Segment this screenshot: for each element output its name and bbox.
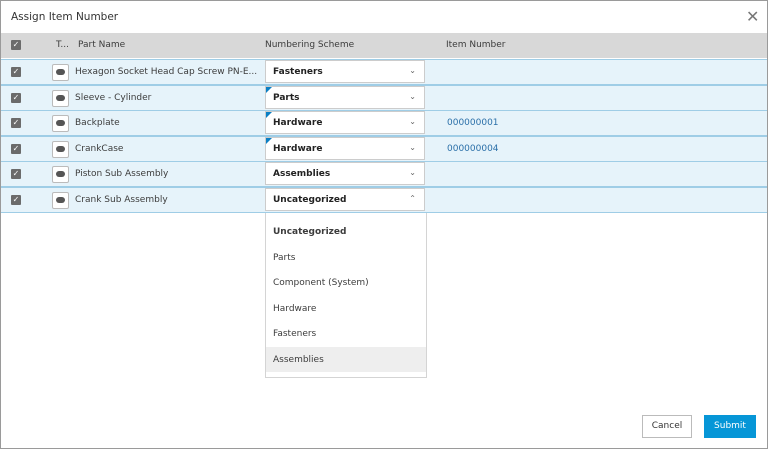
dropdown-option[interactable]: Assemblies	[266, 346, 426, 372]
option-label: Hardware	[273, 303, 317, 314]
scheme-value: Fasteners	[273, 67, 323, 77]
icon-glyph	[56, 69, 65, 75]
row-checkbox[interactable]: ✓	[11, 169, 21, 179]
dialog-title: Assign Item Number	[11, 11, 119, 23]
scheme-select[interactable]: Fasteners ⌄	[265, 60, 425, 83]
select-chevron: ⌃	[409, 193, 416, 203]
scheme-select[interactable]: Hardware ⌄	[265, 136, 425, 160]
column-header: Item Number	[446, 40, 506, 50]
part-icon	[52, 115, 69, 132]
table-row: ✓ Hexagon Socket Head Cap Screw PN-E... Fa…	[1, 59, 767, 85]
scheme-select[interactable]: Hardware ⌄	[265, 111, 425, 134]
part-icon	[52, 64, 69, 81]
row-checkbox[interactable]: ✓	[11, 67, 21, 77]
dropdown-option[interactable]: Fasteners	[266, 321, 426, 346]
submit-button[interactable]: Submit	[704, 415, 756, 438]
table-row: ✓ CrankCase Hardware ⌄ 000000004	[1, 135, 767, 162]
icon-glyph	[56, 171, 65, 177]
part-icon	[52, 166, 69, 183]
option-label: Assemblies	[273, 354, 324, 365]
column-header: Numbering Scheme	[265, 40, 355, 50]
modified-indicator	[266, 86, 272, 93]
option-label: Uncategorized	[273, 227, 347, 237]
part-icon	[52, 89, 69, 107]
icon-glyph	[56, 196, 65, 203]
select-chevron: ⌄	[409, 117, 416, 126]
part-name: Backplate	[75, 118, 120, 128]
row-checkbox[interactable]: ✓	[11, 92, 21, 103]
part-name: Piston Sub Assembly	[75, 169, 169, 179]
row-checkbox[interactable]: ✓	[11, 194, 21, 205]
table-row: ✓ Piston Sub Assembly Assemblies ⌄	[1, 161, 767, 187]
select-chevron: ⌄	[409, 91, 416, 101]
part-icon	[52, 191, 69, 209]
scheme-value: Parts	[273, 92, 300, 103]
table-header: ✓ T... Part Name Numbering Scheme Item N…	[1, 33, 767, 58]
part-name: Sleeve - Cylinder	[75, 92, 152, 103]
item-number: 000000001	[447, 118, 499, 128]
option-label: Component (System)	[273, 278, 369, 288]
select-chevron: ⌄	[409, 168, 416, 177]
dropdown-menu: Uncategorized Parts Component (System) Hard…	[265, 211, 427, 378]
column-header: T...	[56, 40, 70, 50]
scheme-value: Hardware	[273, 118, 323, 128]
select-chevron: ⌄	[409, 142, 416, 152]
scheme-value: Uncategorized	[273, 194, 347, 205]
scheme-select[interactable]: Parts ⌄	[265, 85, 425, 109]
part-name: Crank Sub Assembly	[75, 194, 168, 205]
part-name: Hexagon Socket Head Cap Screw PN-E...	[75, 67, 258, 77]
part-icon	[52, 140, 69, 158]
icon-glyph	[56, 94, 65, 101]
select-all-checkbox[interactable]: ✓	[11, 40, 21, 50]
column-header: Part Name	[78, 40, 126, 50]
select-chevron: ⌄	[409, 66, 416, 75]
table-row: ✓ Backplate Hardware ⌄ 000000001	[1, 110, 767, 136]
icon-glyph	[56, 120, 65, 126]
dropdown-option[interactable]: Component (System)	[266, 270, 426, 295]
table-row: ✓ Crank Sub Assembly Uncategorized ⌃	[1, 186, 767, 213]
scheme-select[interactable]: Assemblies ⌄	[265, 162, 425, 185]
dropdown-option[interactable]: Uncategorized	[266, 219, 426, 244]
row-checkbox[interactable]: ✓	[11, 143, 21, 154]
modified-indicator	[266, 137, 272, 144]
modified-indicator	[266, 112, 272, 118]
item-number: 000000004	[447, 143, 499, 154]
scheme-value: Assemblies	[273, 169, 331, 179]
part-name: CrankCase	[75, 143, 124, 154]
table-row: ✓ Sleeve - Cylinder Parts ⌄	[1, 84, 767, 111]
scheme-select[interactable]: Uncategorized ⌃	[265, 187, 425, 211]
cancel-button[interactable]: Cancel	[642, 415, 692, 438]
row-checkbox[interactable]: ✓	[11, 118, 21, 128]
option-label: Fasteners	[273, 329, 317, 339]
close-button[interactable]: ✕	[746, 7, 760, 26]
icon-glyph	[56, 145, 65, 152]
option-label: Parts	[273, 252, 296, 263]
dropdown-option[interactable]: Hardware	[266, 296, 426, 321]
dropdown-option[interactable]: Parts	[266, 245, 426, 270]
scheme-value: Hardware	[273, 143, 323, 154]
